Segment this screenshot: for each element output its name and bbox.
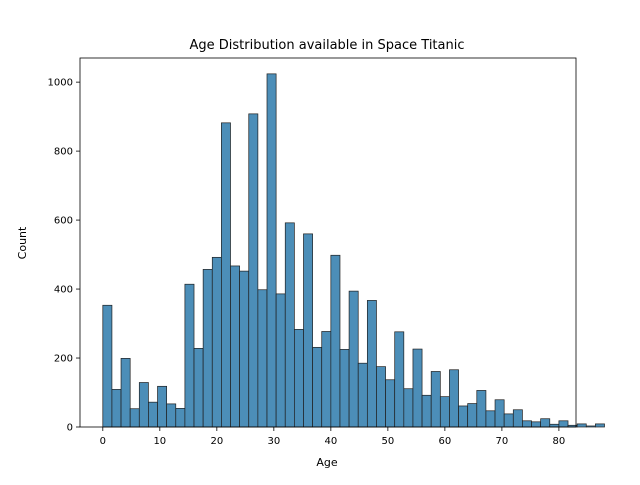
histogram-bar [412,348,423,428]
y-tick-label: 200 [54,354,73,365]
plot-frame [79,57,577,428]
histogram-bar [558,420,569,428]
histogram-bar [312,346,323,428]
histogram-bar [193,348,204,428]
x-tick-label: 20 [210,436,223,447]
x-tick-label: 70 [496,436,509,447]
x-tick-label: 60 [439,436,452,447]
histogram-bar [476,390,487,428]
y-tick-label: 400 [54,285,73,296]
histogram-bar [512,409,523,428]
x-tick-label: 50 [381,436,394,447]
histogram-bar [403,388,414,428]
histogram-bar [166,403,177,428]
histogram-bar [266,73,277,428]
histogram-bar [394,331,405,428]
histogram-bar [357,362,368,428]
histogram-bar [294,329,304,428]
histogram-bar [531,421,542,428]
y-tick-label: 800 [54,147,73,158]
histogram-bar [230,265,240,428]
histogram-bar [540,418,551,428]
histogram-bar [385,379,396,428]
histogram-bar [148,401,158,428]
histogram-bar [211,256,222,428]
chart-title: Age Distribution available in Space Tita… [189,38,464,53]
histogram-bar [330,254,341,428]
histogram-bar [494,399,505,428]
x-axis-label: Age [316,456,338,469]
histogram-bar [485,410,496,428]
histogram-bar [449,369,459,428]
y-tick-label: 600 [54,216,73,227]
x-tick-label: 0 [100,436,106,447]
y-tick-label: 1000 [48,78,73,89]
histogram-bar [275,293,286,428]
histogram-bar [458,405,469,428]
histogram-bar [321,331,332,428]
histogram-bar [348,290,359,428]
histogram-bar [138,382,149,428]
histogram-bar [503,413,514,428]
histogram-bar [175,408,186,428]
histogram-bar [522,420,532,428]
histogram-bar [421,394,432,428]
x-tick-label: 30 [267,436,280,447]
histogram-bar [366,300,377,428]
histogram-bar [111,389,122,428]
histogram-bar [376,366,386,428]
histogram-bar [202,269,213,428]
x-tick-label: 10 [153,436,166,447]
histogram-bar [339,349,350,428]
y-axis-ticks: 0 200 400 600 800 1000 [48,78,80,434]
y-tick-label: 0 [67,423,73,434]
histogram-bar [303,233,313,428]
bars-group [102,73,605,428]
histogram-bar [120,358,131,428]
x-tick-label: 40 [324,436,337,447]
histogram-bar [157,385,168,428]
x-axis-ticks: 0 10 20 30 40 50 60 70 80 [100,427,566,447]
histogram-bar [430,371,441,428]
y-axis-label: Count [16,226,29,259]
histogram-bar [595,423,605,428]
histogram-bar [585,425,596,428]
histogram-bar [549,423,560,428]
histogram-bar [439,396,450,428]
x-tick-label: 80 [553,436,566,447]
histogram-bar [221,122,231,428]
histogram-bar [576,423,587,428]
histogram-bar [239,270,250,428]
histogram-bar [467,403,478,428]
histogram-bar [102,304,113,428]
histogram-bar [129,408,140,428]
histogram-bar [257,289,268,428]
histogram-bar [284,222,295,428]
histogram-bar [184,283,195,428]
histogram-bar [248,113,259,428]
